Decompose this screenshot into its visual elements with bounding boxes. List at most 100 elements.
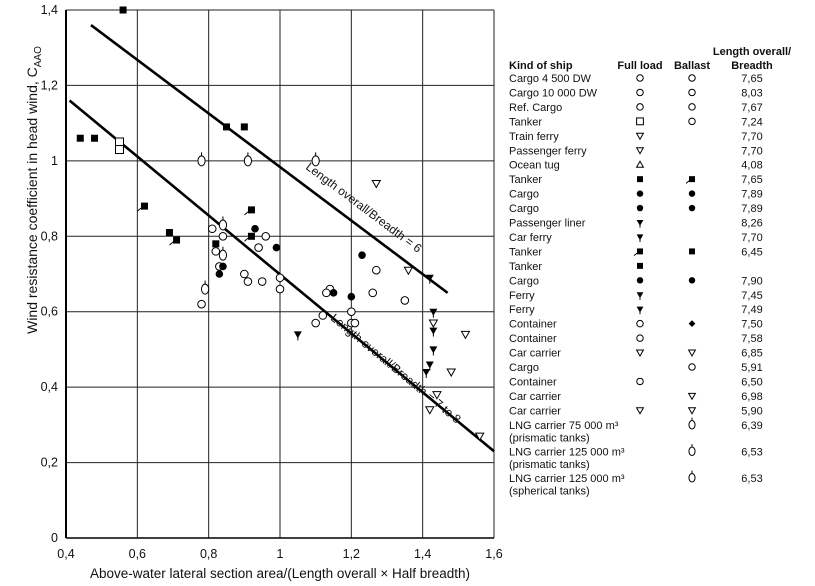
legend-row: Passenger liner 8,26 [509,218,763,230]
legend-row: Cargo 5,91 [509,362,763,374]
data-point [201,280,210,295]
legend-marker-full [636,88,644,97]
data-point [219,262,227,271]
legend-ratio: 6,50 [741,376,762,388]
legend-marker-ballast [688,103,696,111]
data-point [223,123,230,131]
legend-row: Cargo 7,89 [509,203,763,215]
legend-marker-ballast [688,320,696,328]
legend-marker-ballast [688,117,696,126]
legend-marker-full [637,262,643,269]
legend-kind: Train ferry [509,131,559,143]
data-point [76,134,84,142]
legend-kind: Ref. Cargo [509,102,562,114]
legend-kind: Ocean tug [509,160,560,172]
data-point [275,273,285,283]
legend-marker-ballast [688,190,696,197]
legend-kind: Tanker [509,261,542,273]
legend-row: LNG carrier 75 000 m³(prismatic tanks) 6,… [509,417,763,444]
data-point [311,152,320,167]
data-point [358,251,366,259]
data-point [347,307,356,317]
legend-ratio: 6,45 [741,246,762,258]
legend-marker-full [636,103,644,111]
data-point [137,202,148,212]
legend-marker-full [636,117,644,126]
data-point [372,265,381,275]
data-point [119,6,127,14]
data-point [165,229,173,237]
data-point [371,179,382,189]
legend-ratio: 7,65 [741,174,762,186]
legend-marker-ballast [687,349,697,357]
legend-marker-ballast [688,470,696,483]
legend-marker-full [636,319,644,328]
legend-kind: Car carrier [509,391,561,403]
data-point [215,270,224,278]
legend-marker-full [636,190,644,197]
y-tick-label: 1,2 [41,78,58,92]
legend-marker-full [636,219,644,228]
legend-marker-ballast [688,277,696,284]
legend-marker-full [636,306,644,315]
data-point [322,288,331,298]
data-point [115,137,124,147]
data-point [422,369,431,379]
axis-labels: Wind resistance coefficient in head wind… [24,46,470,581]
legend-kind: LNG carrier 125 000 m³ [509,473,625,485]
data-point [243,152,252,167]
legend-marker-full [636,334,644,342]
y-tick-label: 1,4 [41,3,58,17]
y-tick-label: 1 [51,154,58,168]
data-point [257,277,267,286]
data-point [446,368,457,378]
legend-row: Tanker 6,45 [509,246,763,258]
legend-marker-full [636,204,644,212]
legend-marker-ballast [685,176,695,184]
x-tick-label: 0,8 [200,547,217,561]
legend-row: Cargo 10 000 DW 8,03 [509,87,763,99]
data-point [91,134,99,142]
data-point [218,246,228,261]
legend-kind: (prismatic tanks) [509,432,590,444]
legend-kind: Ferry [509,304,535,316]
data-point [211,247,221,256]
legend-header-full: Full load [617,60,662,72]
data-point [428,319,439,329]
legend-marker-full [636,74,644,82]
legend-marker-ballast [688,204,696,212]
legend-ratio: 7,50 [741,319,762,331]
legend-ratio: 7,89 [741,189,762,201]
legend-kind: Car carrier [509,348,561,360]
legend-kind: Tanker [509,246,542,258]
legend-ratio: 6,39 [741,420,762,432]
legend-marker-ballast [688,417,696,430]
legend-marker-full [635,147,645,155]
legend-kind: Tanker [509,116,542,128]
y-tick-label: 0,4 [41,380,58,394]
legend-kind: Car ferry [509,232,552,244]
legend-kind: Cargo 4 500 DW [509,73,592,85]
data-point [251,224,259,233]
x-tick-label: 1 [277,547,284,561]
legend-marker-full [636,377,644,386]
legend-marker-ballast [688,88,696,97]
x-tick-label: 0,4 [57,547,74,561]
legend-kind: Car carrier [509,405,561,417]
legend-row: Container 6,50 [509,376,763,388]
data-point [272,243,281,252]
legend-row: Cargo 4 500 DW 7,65 [509,73,763,85]
legend-ratio: 7,67 [741,102,762,114]
legend-row: Ferry 7,49 [509,304,763,316]
legend-row: Car ferry 7,70 [509,232,763,244]
legend-marker-ballast [687,407,697,415]
legend-kind: Cargo 10 000 DW [509,87,598,99]
legend-row: LNG carrier 125 000 m³(spherical tanks) 6… [509,470,763,497]
data-points [76,6,485,442]
data-point [368,288,378,298]
legend-row: Tanker [509,261,643,273]
legend-ratio: 7,70 [741,131,762,143]
data-point [240,269,249,279]
legend-kind: Passenger ferry [509,145,587,157]
